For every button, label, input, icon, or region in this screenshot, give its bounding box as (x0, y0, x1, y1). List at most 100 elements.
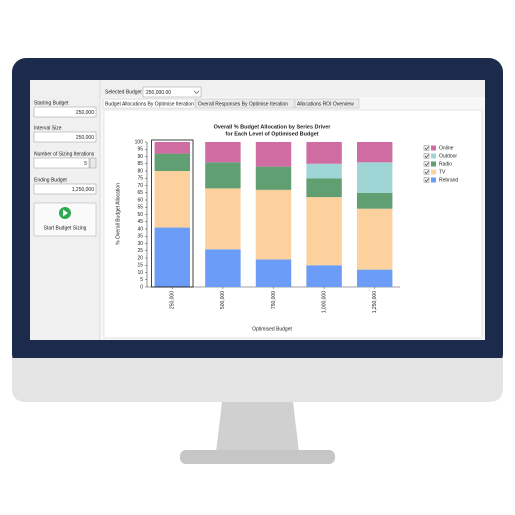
bar-segment (154, 171, 191, 228)
dropdown-arrow[interactable] (193, 90, 200, 94)
y-tick-label: 95 (137, 147, 143, 153)
field-value[interactable]: 250,000 (76, 110, 94, 116)
bar-segment (306, 265, 342, 287)
bar-segment (205, 142, 241, 163)
tab-label[interactable]: Allocations ROI Overview (297, 101, 354, 107)
bar-segment (356, 192, 393, 209)
x-tick-label: 1,250,000 (372, 291, 378, 313)
x-tick-label: 750,000 (271, 291, 277, 309)
y-tick-label: 10 (137, 270, 143, 276)
field-label: Interval Size (34, 125, 62, 131)
chart-title: Overall % Budget Allocation by Series Dr… (214, 124, 332, 130)
y-tick-label: 60 (137, 197, 143, 203)
bar-segment (306, 163, 342, 179)
play-triangle[interactable] (63, 209, 68, 217)
legend-swatch (431, 161, 436, 167)
field-input[interactable] (33, 183, 97, 195)
y-tick-label: 30 (137, 241, 143, 247)
start-button-label[interactable]: Start Budget Sizing (44, 225, 87, 231)
legend-checkbox[interactable] (423, 161, 430, 167)
bar-segment (306, 178, 342, 198)
selected-budget-label: Selected Budget (105, 89, 142, 95)
legend-check[interactable] (424, 154, 430, 158)
y-tick-label: 90 (137, 154, 143, 160)
legend-checkbox[interactable] (423, 145, 430, 151)
field-value[interactable]: 5 (84, 161, 87, 167)
bar-segment (154, 153, 191, 171)
legend-check[interactable] (424, 162, 430, 166)
legend-label: Outdoor (439, 153, 457, 159)
tab[interactable] (294, 98, 360, 109)
bar-segment (356, 208, 393, 270)
x-tick-label: 250,000 (170, 291, 176, 309)
budget-dropdown[interactable] (142, 86, 202, 98)
y-tick-label: 50 (137, 212, 143, 218)
monitor-neck (216, 402, 299, 452)
y-tick-label: 55 (137, 205, 143, 211)
y-tick-label: 0 (140, 284, 143, 290)
field-label: Starting Budget (34, 100, 69, 106)
legend-label: Radio (439, 161, 452, 167)
y-axis-label: % Overall Budget Allocation (115, 183, 121, 245)
x-tick-label: 1,000,000 (321, 291, 327, 313)
bar-segment (154, 227, 191, 287)
bar-segment (356, 162, 393, 193)
x-tick-label: 500,000 (220, 291, 226, 309)
bar-segment (205, 249, 241, 287)
field-value[interactable]: 250,000 (76, 135, 94, 141)
y-tick-label: 65 (137, 190, 143, 196)
legend-swatch (431, 169, 436, 175)
budget-dropdown-value[interactable]: 250,000.00 (146, 90, 171, 96)
field-label: Ending Budget (34, 177, 67, 183)
y-tick-label: 75 (137, 176, 143, 182)
bar-segment (205, 162, 241, 189)
legend-label: Online (439, 145, 454, 151)
field-label: Number of Sizing Iterations (34, 151, 95, 157)
y-tick-label: 35 (137, 234, 143, 240)
legend-label: Rebrand (439, 177, 458, 183)
chart-subtitle: for Each Level of Optimised Budget (225, 131, 318, 137)
y-tick-label: 5 (140, 277, 143, 283)
tab-label[interactable]: Budget Allocations By Optimise Iteration (105, 101, 194, 107)
field-input[interactable] (33, 131, 97, 143)
legend-check[interactable] (424, 178, 430, 182)
bar-segment (306, 197, 342, 266)
legend-swatch (431, 177, 436, 183)
y-tick-label: 20 (137, 255, 143, 261)
bar-segment (255, 189, 292, 260)
legend-swatch (431, 153, 436, 159)
y-tick-label: 85 (137, 161, 143, 167)
field-value[interactable]: 1,250,000 (72, 187, 94, 193)
y-tick-label: 40 (137, 226, 143, 232)
monitor-base (180, 450, 335, 464)
y-tick-label: 70 (137, 183, 143, 189)
bar-segment (255, 166, 292, 190)
legend-checkbox[interactable] (423, 169, 430, 175)
y-tick-label: 100 (135, 139, 144, 145)
y-tick-label: 15 (137, 263, 143, 269)
bar-segment (356, 269, 393, 287)
y-tick-label: 25 (137, 248, 143, 254)
x-axis-label: Optimised Budget (252, 326, 292, 332)
spinner[interactable] (89, 157, 97, 169)
field-input[interactable] (33, 106, 97, 118)
tab[interactable] (195, 98, 295, 109)
bar-segment (205, 188, 241, 250)
legend-swatch (431, 145, 436, 151)
monitor-chin (12, 358, 503, 402)
field-input[interactable] (33, 157, 90, 169)
bar-segment (306, 142, 342, 164)
bar-segment (356, 142, 393, 163)
legend-checkbox[interactable] (423, 153, 430, 159)
legend-label: TV (439, 169, 446, 175)
bar-segment (154, 142, 191, 154)
bar-segment (255, 142, 292, 167)
y-tick-label: 45 (137, 219, 143, 225)
tab[interactable] (102, 98, 196, 109)
y-tick-label: 80 (137, 168, 143, 174)
legend-check[interactable] (424, 170, 430, 174)
legend-check[interactable] (424, 146, 430, 150)
tab-label[interactable]: Overall Responses By Optimise Iteration (198, 101, 288, 107)
legend-checkbox[interactable] (423, 177, 430, 183)
